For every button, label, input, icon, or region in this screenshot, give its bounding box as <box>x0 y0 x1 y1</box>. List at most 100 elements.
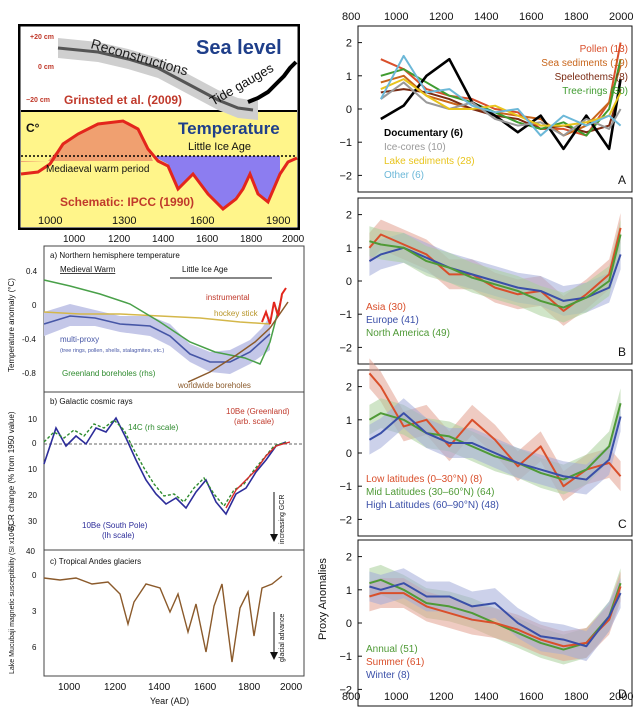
top-xtick-1600: 1600 <box>519 11 543 23</box>
legend-entry: Low latitudes (0–30°N) (8) <box>366 474 482 485</box>
ytick-label: 2 <box>346 382 352 394</box>
ytick-label: −2 <box>339 342 352 354</box>
ytick-label: −1 <box>339 481 352 493</box>
sea-level-title: Sea level <box>196 37 282 59</box>
glacial-advance-label: glacial advance <box>279 614 286 662</box>
proxy-anomaly-figure: 800 1000 1200 1400 1600 1800 2000 210−1−… <box>317 11 633 707</box>
y-label-plus20: +20 cm <box>30 34 54 41</box>
bottom-xtick-1400: 1400 <box>474 691 498 703</box>
top-xtick-800: 800 <box>342 11 360 23</box>
greenland-borehole-curve <box>43 279 283 365</box>
top-tick-1800: 1800 <box>240 234 263 245</box>
proxy-panel-a: 2 1 0 −1 −2 A Pollen (13) Sea sediments (19) Spe… <box>339 25 633 193</box>
celsius-label: C° <box>26 121 40 135</box>
little-ice-age-label: Little Ice Age <box>188 141 251 153</box>
be10-south-pole-curve <box>43 416 287 516</box>
legend-entry: Tree-rings (30) <box>562 86 628 97</box>
bottom-xtick-2000: 2000 <box>609 691 633 703</box>
top-tick-1000: 1000 <box>63 234 86 245</box>
increasing-gcr-label: increasing GCR <box>279 495 286 544</box>
ytick-label: 2 <box>346 210 352 222</box>
b-ytick-2: 10 <box>28 465 37 474</box>
legend-entry: Sea sediments (19) <box>541 58 628 69</box>
panel-letter: B <box>618 345 626 359</box>
y-label-0: 0 cm <box>38 64 54 71</box>
legend-entry: Summer (61) <box>366 657 424 668</box>
instrumental-label: instrumental <box>206 293 250 302</box>
ytick-label: 1 <box>346 585 352 597</box>
ytick-label: −2 <box>339 514 352 526</box>
top-xtick-1000: 1000 <box>384 11 408 23</box>
bottom-tick-1200: 1200 <box>104 682 127 693</box>
x-tick-1300: 1300 <box>112 215 136 227</box>
b-ytick-0: 10 <box>28 415 37 424</box>
ytick-label: 2 <box>346 552 352 564</box>
lia-header: Little Ice Age <box>182 265 228 274</box>
top-tick-1400: 1400 <box>152 234 175 245</box>
bottom-tick-1800: 1800 <box>238 682 261 693</box>
c14-label: 14C (rh scale) <box>128 423 179 432</box>
panel-letter: C <box>618 517 627 531</box>
ytick-label: −2 <box>339 170 352 182</box>
b-ytick-1: 0 <box>32 439 37 448</box>
temperature-curve <box>20 119 298 211</box>
c-ytick-0: 40 <box>26 547 35 556</box>
series-line <box>368 227 622 312</box>
proxy-anomalies-ylabel: Proxy Anomalies <box>317 558 329 640</box>
left-stacked-figure: 1000 1200 1400 1600 1800 2000 a) Norther… <box>7 234 305 706</box>
ytick-label: −1 <box>339 309 352 321</box>
ytick-label: −1 <box>339 651 352 663</box>
ytick-label: 0 <box>346 618 352 630</box>
reconstruction-band <box>58 38 258 120</box>
hockey-stick-curve <box>43 311 271 325</box>
panel-b-ylabel: GCR change (% from 1950 value) <box>7 411 16 532</box>
ipcc-credit: Schematic: IPCC (1990) <box>60 195 194 209</box>
legend-entry: Ice-cores (10) <box>384 142 446 153</box>
x-tick-1600: 1600 <box>190 215 214 227</box>
legend-entry: Lake sediments (28) <box>384 156 475 167</box>
grinsted-credit: Grinsted et al. (2009) <box>64 93 182 107</box>
legend-entry: Pollen (13) <box>580 44 628 55</box>
legend-entry: Other (6) <box>384 170 424 181</box>
ytick-label: −2 <box>339 684 352 696</box>
b-ytick-3: 20 <box>28 491 37 500</box>
ytick-label: 0 <box>346 104 352 116</box>
legend-entry: Annual (51) <box>366 644 418 655</box>
b-ytick-4: 30 <box>28 517 37 526</box>
greenland-label: Greenland boreholes (rhs) <box>62 369 156 378</box>
ytick-label: 0 <box>346 448 352 460</box>
arb-scale-label: (arb. scale) <box>234 417 274 426</box>
legend-entry: Mid Latitudes (30–60°N) (64) <box>366 487 495 498</box>
panel-b-title: b) Galactic cosmic rays <box>50 397 133 406</box>
cold-period-fill <box>153 156 280 209</box>
reconstruction-curve <box>57 46 254 112</box>
medieval-warm-label: Mediaeval warm period <box>46 164 149 175</box>
sea-level-temperature-figure: +20 cm 0 cm −20 cm Reconstructions Sea l… <box>18 24 300 230</box>
top-xtick-1400: 1400 <box>474 11 498 23</box>
ytick-label: 1 <box>346 243 352 255</box>
uncertainty-band <box>369 219 621 323</box>
multiproxy-sub-label: (tree rings, pollen, shells, stalagmites… <box>60 348 164 354</box>
panel-letter: A <box>618 173 626 187</box>
x-tick-1900: 1900 <box>266 215 290 227</box>
top-tick-1200: 1200 <box>108 234 131 245</box>
legend-entry: Documentary (6) <box>384 128 463 139</box>
series-line <box>369 582 622 648</box>
a-ytick-3: -0.8 <box>22 369 36 378</box>
top-tick-2000: 2000 <box>282 234 305 245</box>
proxy-panel-c: 2 1 0 −1 −2 C Low latitudes (0–30°N) (8) Mid La… <box>339 358 633 537</box>
be10-greenland-curve <box>225 441 291 509</box>
y-label-minus20: −20 cm <box>26 97 50 104</box>
bottom-xtick-1200: 1200 <box>429 691 453 703</box>
series-line <box>369 586 622 648</box>
ytick-label: 2 <box>346 38 352 50</box>
panel-c-ylabel: Lake Mucubaji magnetic susceptibility (S… <box>9 524 16 674</box>
legend-entry: North America (49) <box>366 328 450 339</box>
uncertainty-band <box>369 398 621 495</box>
panel-a-title: a) Northern hemisphere temperature <box>50 251 180 260</box>
instrumental-curve <box>261 287 287 325</box>
series-line <box>368 412 622 481</box>
panel-a-ylabel: Temperature anomaly (°C) <box>7 278 16 372</box>
c14-curve <box>43 419 287 508</box>
a-ytick-2: -0.4 <box>22 335 36 344</box>
